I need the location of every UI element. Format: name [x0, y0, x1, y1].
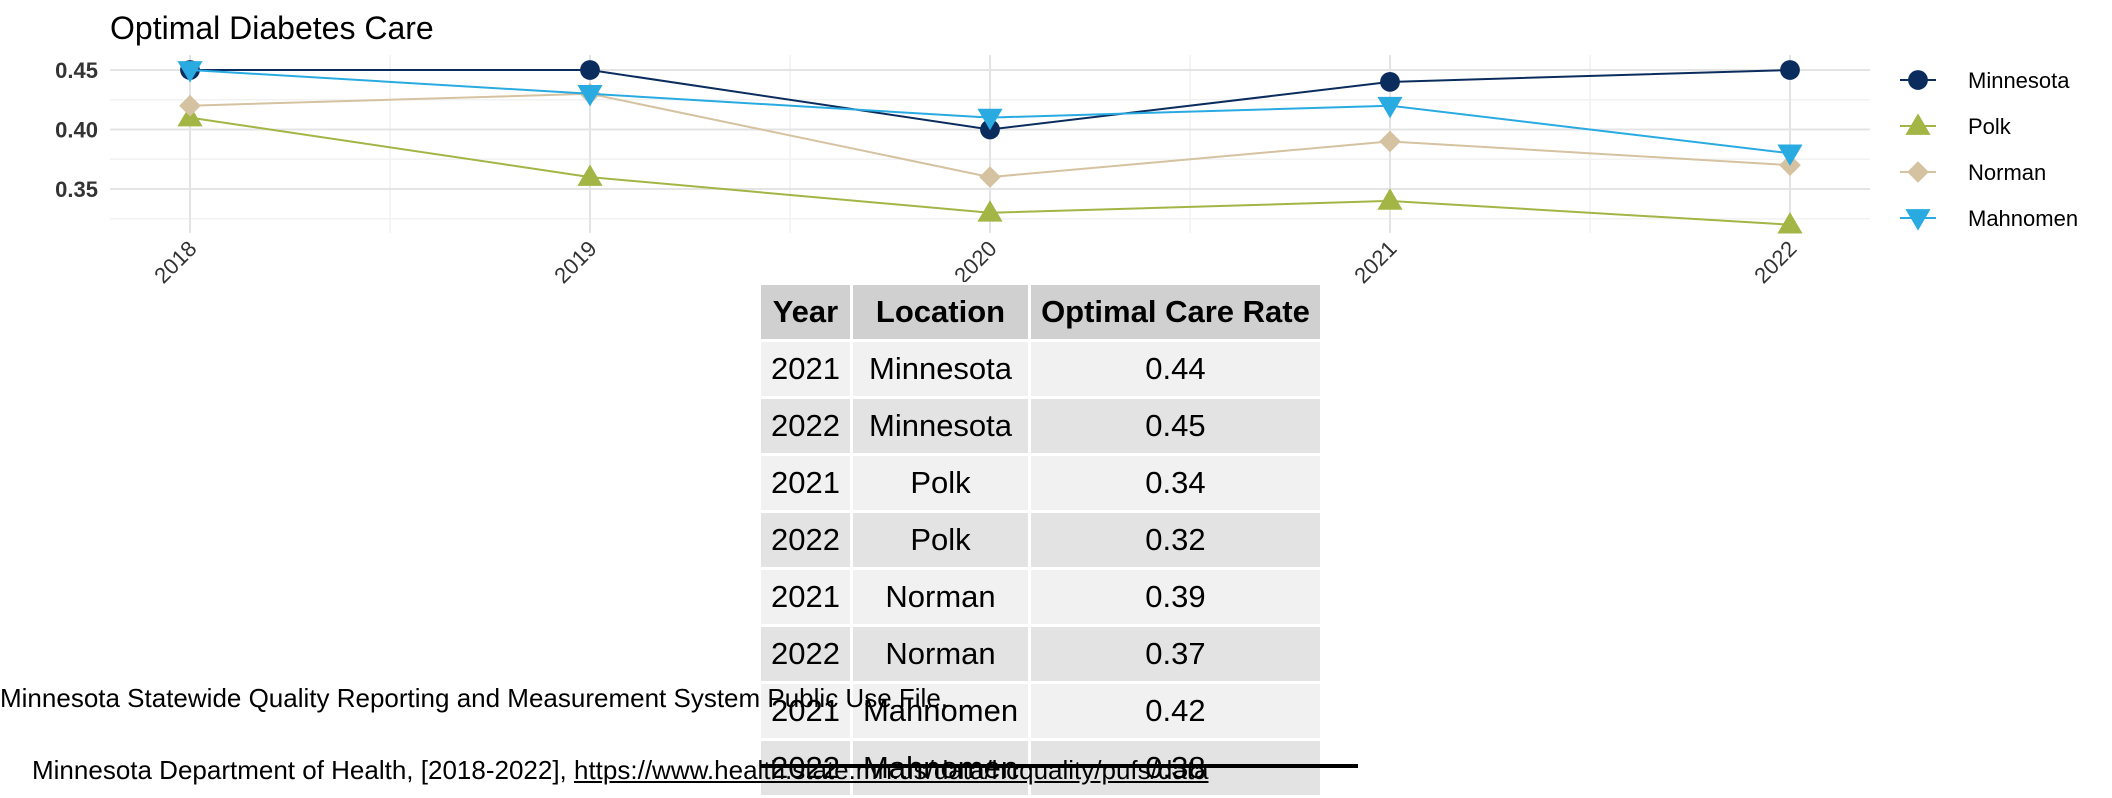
- data-point-norman: [979, 166, 1001, 188]
- data-point-mahnomen: [1777, 144, 1803, 166]
- data-point-minnesota: [580, 60, 600, 80]
- table-cell-location: Minnesota: [852, 342, 1029, 396]
- table-row: 2021 Norman 0.39: [761, 570, 1320, 624]
- table-cell-location: Polk: [852, 456, 1029, 510]
- table-cell-location: Norman: [852, 627, 1029, 681]
- chart-title: Optimal Diabetes Care: [110, 10, 434, 46]
- table-row: 2022 Polk 0.32: [761, 513, 1320, 567]
- source-url-link[interactable]: https://www.health.state.mn.us/data/hcqu…: [574, 755, 1209, 785]
- legend-label-mahnomen: Mahnomen: [1968, 206, 2078, 231]
- table-cell-location: Norman: [852, 570, 1029, 624]
- source-citation-line2: Minnesota Department of Health, [2018-20…: [32, 755, 1208, 786]
- y-tick-label: 0.45: [55, 58, 98, 83]
- data-point-polk: [977, 200, 1003, 222]
- line-chart: 0.35 0.40 0.45 2018 2019 2020 2021 2022 Minnesot…: [55, 55, 2078, 288]
- x-tick-label: 2021: [1349, 236, 1401, 288]
- table-cell-rate: 0.37: [1031, 627, 1320, 681]
- table-cell-year: 2021: [761, 570, 850, 624]
- table-header-row: Year Location Optimal Care Rate: [761, 285, 1320, 339]
- table-cell-location: Mahnomen: [852, 684, 1029, 738]
- table-header-location: Location: [852, 285, 1029, 339]
- table-header-rate: Optimal Care Rate: [1031, 285, 1320, 339]
- table-cell-location: Polk: [852, 513, 1029, 567]
- table-cell-year: 2022: [761, 399, 850, 453]
- table-cell-location: Minnesota: [852, 399, 1029, 453]
- data-point-polk: [1777, 212, 1803, 234]
- table-bottom-rule: [760, 764, 1358, 768]
- data-point-mahnomen: [1377, 96, 1403, 119]
- data-point-mahnomen: [177, 61, 203, 83]
- legend-label-minnesota: Minnesota: [1968, 68, 2070, 93]
- legend-marker-mahnomen: [1905, 209, 1931, 231]
- table-cell-rate: 0.39: [1031, 570, 1320, 624]
- x-tick-label: 2018: [149, 236, 201, 288]
- x-tick-label: 2019: [549, 236, 601, 288]
- legend-label-norman: Norman: [1968, 160, 2046, 185]
- x-tick-label: 2022: [1749, 236, 1801, 288]
- table-cell-year: 2021: [761, 456, 850, 510]
- data-point-polk: [1377, 188, 1403, 210]
- data-point-mahnomen: [577, 84, 603, 107]
- table-cell-rate: 0.44: [1031, 342, 1320, 396]
- legend-marker-polk: [1905, 113, 1931, 135]
- table-row: 2021 Minnesota 0.44: [761, 342, 1320, 396]
- legend-label-polk: Polk: [1968, 114, 2012, 139]
- table-row: 2022 Norman 0.37: [761, 627, 1320, 681]
- data-point-norman: [1379, 130, 1401, 153]
- table-cell-year: 2022: [761, 513, 850, 567]
- table-cell-year: 2022: [761, 627, 850, 681]
- y-tick-label: 0.40: [55, 118, 98, 143]
- table-cell-rate: 0.42: [1031, 684, 1320, 738]
- data-table: Year Location Optimal Care Rate 2021 Min…: [758, 282, 1323, 798]
- source-citation-text: Minnesota Department of Health, [2018-20…: [32, 755, 574, 785]
- legend-marker-norman: [1907, 161, 1929, 183]
- table-cell-rate: 0.45: [1031, 399, 1320, 453]
- table-cell-rate: 0.32: [1031, 513, 1320, 567]
- data-point-mahnomen: [977, 108, 1003, 131]
- legend-marker-minnesota: [1908, 70, 1928, 90]
- y-tick-label: 0.35: [55, 177, 98, 202]
- data-point-minnesota: [1780, 60, 1800, 80]
- table-cell-year: 2021: [761, 342, 850, 396]
- table-row: 2021 Polk 0.34: [761, 456, 1320, 510]
- x-tick-label: 2020: [949, 236, 1001, 288]
- table-cell-rate: 0.34: [1031, 456, 1320, 510]
- data-point-minnesota: [1380, 72, 1400, 92]
- table-row: 2021 Mahnomen 0.42: [761, 684, 1320, 738]
- table-cell-year: 2021: [761, 684, 850, 738]
- data-point-norman: [179, 94, 201, 117]
- source-citation-line1: Minnesota Statewide Quality Reporting an…: [0, 683, 948, 713]
- table-row: 2022 Minnesota 0.45: [761, 399, 1320, 453]
- table-header-year: Year: [761, 285, 850, 339]
- data-point-polk: [577, 164, 603, 186]
